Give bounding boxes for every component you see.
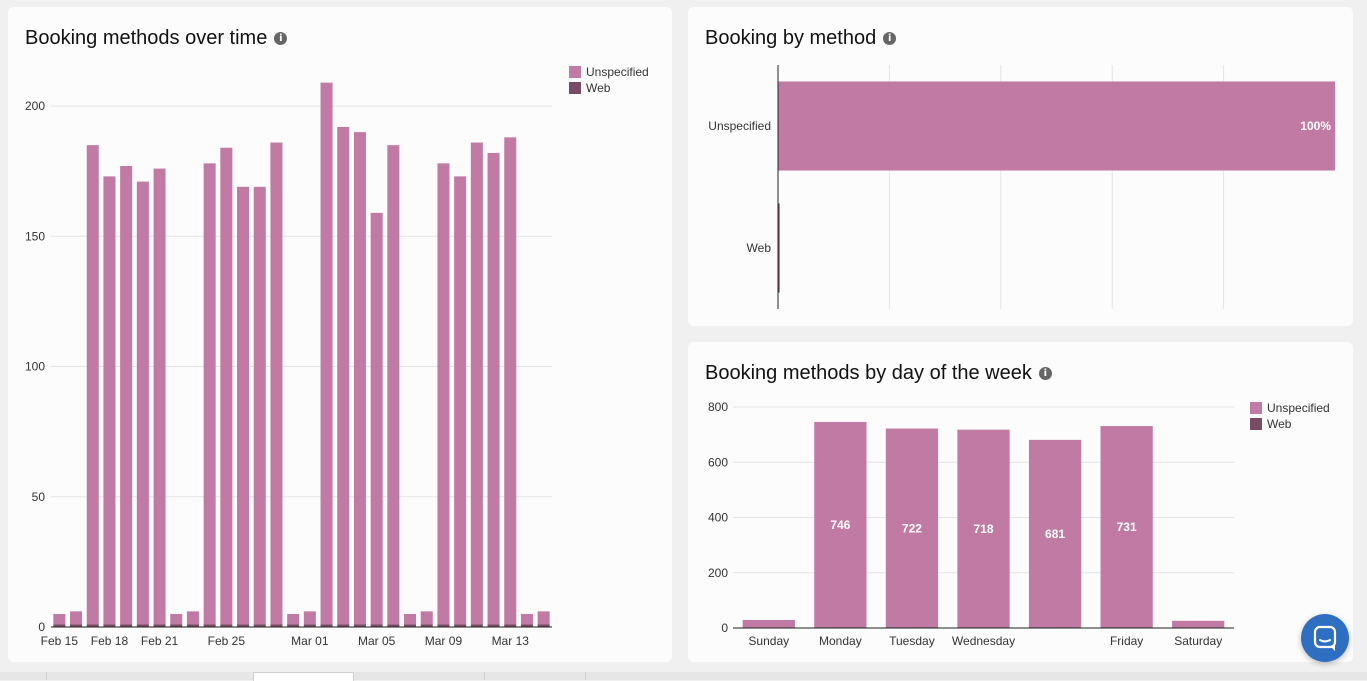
- data-label: 746: [830, 518, 850, 532]
- y-tick-label: 150: [25, 229, 45, 243]
- bottom-tab-strip: [0, 672, 1367, 680]
- over-time-legend: Unspecified Web: [569, 64, 649, 96]
- legend-label-web: Web: [1267, 417, 1291, 431]
- bar-unspecified: [471, 143, 483, 625]
- bar-unspecified: [103, 176, 115, 624]
- by-day-legend: Unspecified Web: [1250, 400, 1330, 432]
- legend-swatch-web: [569, 82, 581, 94]
- bar-unspecified: [53, 614, 65, 624]
- x-tick-label: Saturday: [1174, 634, 1222, 648]
- bar-unspecified: [778, 81, 1335, 170]
- bar-unspecified: [87, 145, 99, 624]
- legend-item-unspecified[interactable]: Unspecified: [1250, 400, 1330, 416]
- over-time-chart: 0 50 100 150 200 Feb 15 Feb 18 Feb 21 Feb 25 Mar …: [8, 7, 672, 662]
- bar-unspecified: [538, 611, 550, 624]
- bar-unspecified: [743, 620, 795, 628]
- data-label: 100%: [1300, 119, 1331, 133]
- bar-unspecified: [371, 213, 383, 625]
- legend-swatch-unspecified: [1250, 402, 1262, 414]
- y-tick-label: 50: [32, 490, 46, 504]
- bar-unspecified: [154, 169, 166, 625]
- data-label: 718: [973, 522, 993, 536]
- x-tick-label: Mar 05: [358, 634, 396, 648]
- bar-unspecified: [354, 132, 366, 624]
- x-tick-label: Feb 25: [208, 634, 246, 648]
- category-label: Web: [747, 241, 772, 255]
- bar-unspecified: [387, 145, 399, 624]
- data-label: 731: [1117, 520, 1137, 534]
- bar-unspecified: [170, 614, 182, 624]
- bar-unspecified: [204, 163, 216, 624]
- legend-swatch-unspecified: [569, 66, 581, 78]
- bar-unspecified: [321, 83, 333, 625]
- x-tick-label: Mar 13: [492, 634, 530, 648]
- bar-unspecified: [437, 163, 449, 624]
- bar-unspecified: [187, 611, 199, 624]
- tab-1[interactable]: [46, 672, 253, 680]
- bar-unspecified: [287, 614, 299, 624]
- y-tick-label: 100: [25, 360, 45, 374]
- y-tick-label: 400: [708, 511, 728, 525]
- legend-label-unspecified: Unspecified: [1267, 401, 1330, 415]
- legend-item-web[interactable]: Web: [569, 80, 649, 96]
- x-tick-label: Sunday: [748, 634, 789, 648]
- y-tick-label: 0: [721, 621, 728, 635]
- by-day-chart: 0 200 400 600 800 Sunday 746 Monday 722 Tuesday 71…: [688, 342, 1353, 662]
- chat-bubble-icon: [1301, 614, 1349, 662]
- bar-unspecified: [270, 143, 282, 625]
- y-tick-label: 200: [708, 566, 728, 580]
- chat-launcher-button[interactable]: [1301, 614, 1349, 662]
- bar-unspecified: [237, 187, 249, 625]
- bar-unspecified: [304, 611, 316, 624]
- y-tick-label: 600: [708, 455, 728, 469]
- x-tick-label: Mar 09: [425, 634, 463, 648]
- bar-unspecified: [137, 182, 149, 625]
- bar-unspecified: [521, 614, 533, 624]
- y-tick-label: 200: [25, 99, 45, 113]
- tab-4[interactable]: [484, 672, 585, 680]
- bar-unspecified: [220, 148, 232, 625]
- data-label: 722: [902, 521, 922, 535]
- bar-unspecified: [254, 187, 266, 625]
- x-tick-label: Monday: [819, 634, 862, 648]
- bar-unspecified: [120, 166, 132, 624]
- data-label: 681: [1045, 527, 1065, 541]
- x-tick-label: Feb 21: [141, 634, 179, 648]
- by-method-chart: Unspecified 100% Web: [688, 7, 1353, 326]
- bar-unspecified: [404, 614, 416, 624]
- legend-item-unspecified[interactable]: Unspecified: [569, 64, 649, 80]
- y-tick-label: 800: [708, 400, 728, 414]
- bar-unspecified: [421, 611, 433, 624]
- tab-5[interactable]: [585, 672, 714, 680]
- bar-unspecified: [337, 127, 349, 624]
- bar-unspecified: [504, 137, 516, 624]
- x-tick-label: Feb 18: [91, 634, 129, 648]
- x-tick-label: Friday: [1110, 634, 1143, 648]
- bar-unspecified: [70, 611, 82, 624]
- legend-item-web[interactable]: Web: [1250, 416, 1330, 432]
- legend-label-unspecified: Unspecified: [586, 65, 649, 79]
- x-tick-label: Mar 01: [291, 634, 329, 648]
- y-tick-label: 0: [38, 620, 45, 634]
- bar-unspecified: [1172, 621, 1224, 628]
- x-tick-label: Feb 15: [41, 634, 79, 648]
- bar-unspecified: [454, 176, 466, 624]
- legend-swatch-web: [1250, 418, 1262, 430]
- category-label: Unspecified: [708, 119, 771, 133]
- tab-3[interactable]: [353, 672, 484, 680]
- x-tick-label: Wednesday: [952, 634, 1015, 648]
- x-tick-label: Tuesday: [889, 634, 935, 648]
- bar-unspecified: [488, 153, 500, 624]
- legend-label-web: Web: [586, 81, 610, 95]
